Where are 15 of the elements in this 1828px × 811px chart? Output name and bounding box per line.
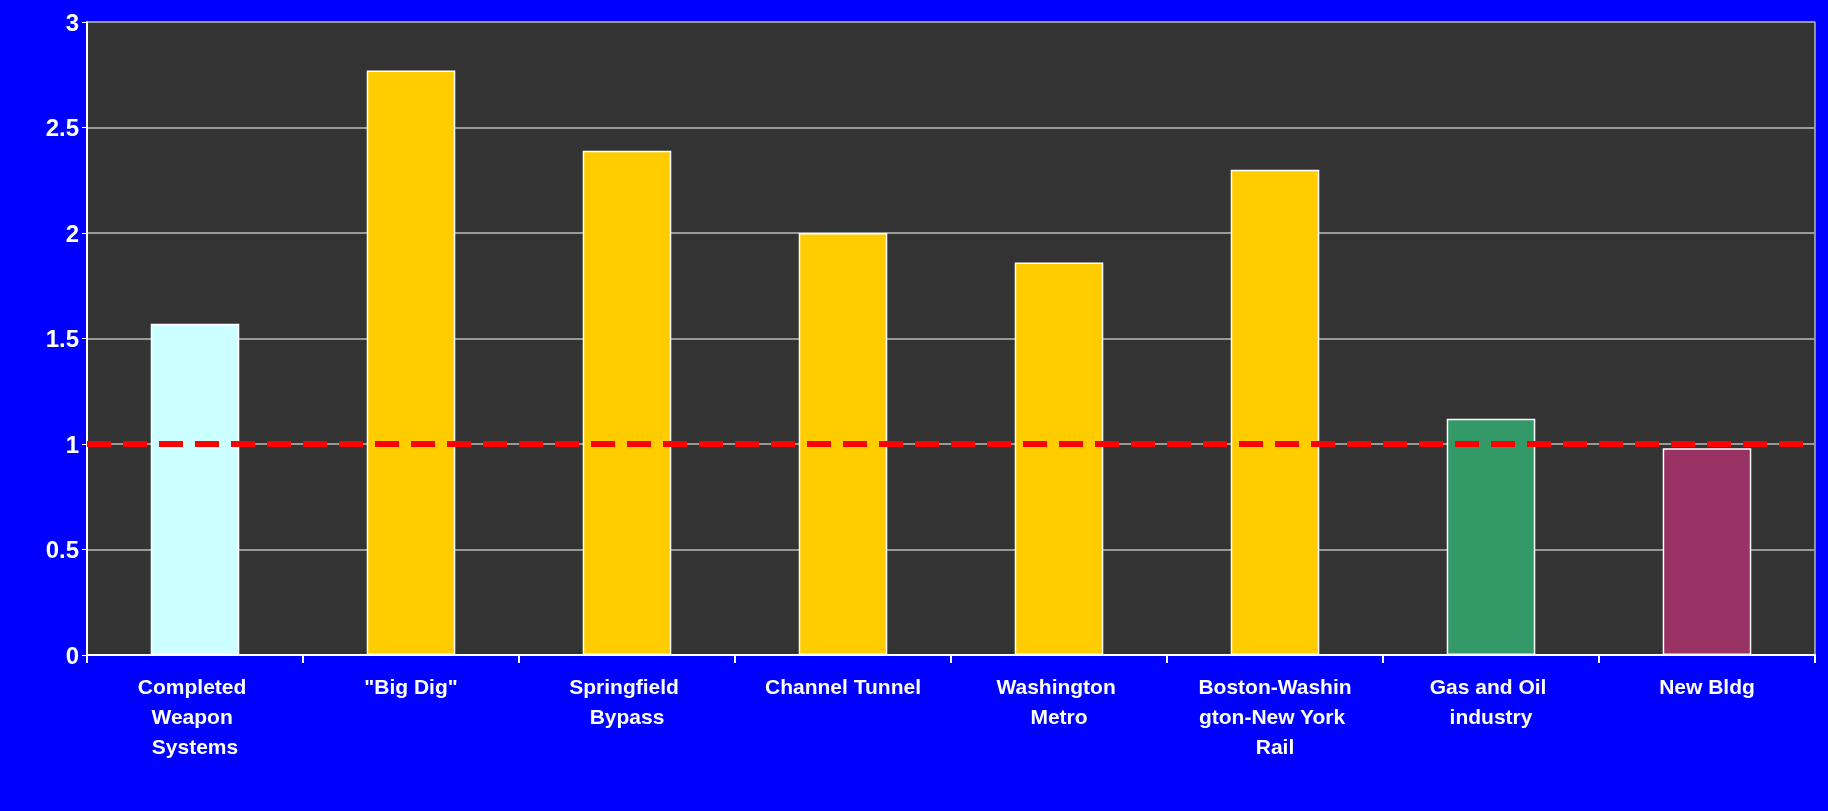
x-tick-label: Boston-Washington-New York Rail [1198,674,1352,758]
y-tick-label: 2.5 [45,114,79,141]
x-tick-label: Gas and Oil industry [1429,674,1553,728]
y-tick-label: 2 [65,219,79,247]
y-tick-label: 0.5 [45,536,79,563]
y-tick-label: 1 [65,430,79,458]
y-tick-label: 3 [65,8,79,36]
x-tick-label: Washington Metro [996,674,1122,728]
x-tick-label: Springfield Bypass [569,674,685,728]
y-tick-label: 0 [65,641,79,669]
y-tick-label: 1.5 [45,325,79,352]
x-tick-label: "Big Dig" [364,674,458,698]
x-tick-label: New Bldg [1659,674,1755,698]
x-tick-label: Channel Tunnel [765,674,921,698]
x-tick-label: Completed Weapon Systems [137,674,253,758]
